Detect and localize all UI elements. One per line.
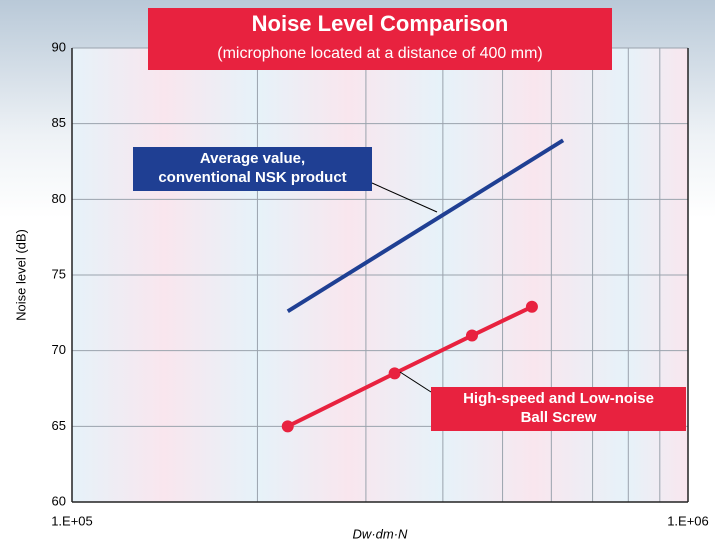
x-axis-label: Dw·dm·N xyxy=(353,526,408,541)
legend-box xyxy=(133,147,372,191)
legend-label: Average value, xyxy=(200,150,305,167)
legend-box xyxy=(431,387,686,431)
y-tick-label: 75 xyxy=(52,266,66,281)
leader-line xyxy=(371,182,438,213)
title-box xyxy=(148,8,612,70)
legend-label: conventional NSK product xyxy=(158,169,346,186)
point xyxy=(465,329,478,342)
legend-label: High-speed and Low-noise xyxy=(463,390,654,407)
x-tick-label: 1.E+05 xyxy=(51,513,93,528)
y-tick-label: 85 xyxy=(52,115,66,130)
legend-label: Ball Screw xyxy=(521,409,597,426)
point xyxy=(388,367,401,380)
chart-subtitle: (microphone located at a distance of 400… xyxy=(217,45,543,62)
y-tick-label: 70 xyxy=(52,342,66,357)
point xyxy=(525,300,538,313)
y-tick-label: 80 xyxy=(52,191,66,206)
point xyxy=(281,420,294,433)
y-tick-label: 65 xyxy=(52,418,66,433)
chart-title: Noise Level Comparison xyxy=(252,11,509,36)
leader-line xyxy=(399,371,432,393)
x-tick-label: 1.E+06 xyxy=(667,513,709,528)
y-tick-label: 60 xyxy=(52,493,66,508)
y-axis-label: Noise level (dB) xyxy=(13,229,28,321)
series-line xyxy=(286,138,565,314)
y-tick-label: 90 xyxy=(52,39,66,54)
series-line xyxy=(286,304,533,429)
